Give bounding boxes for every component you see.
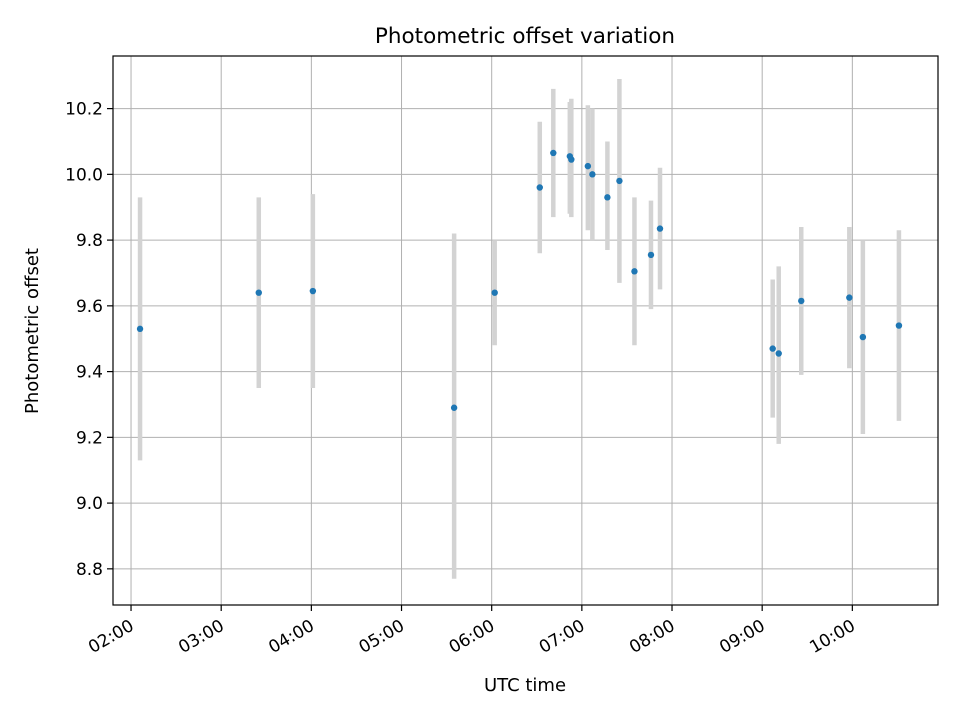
- y-tick-label-0: 8.8: [76, 560, 103, 580]
- y-axis-ticks: 8.8 9.0 9.2 9.4 9.6 9.8 10.0 10.2: [65, 100, 113, 580]
- data-point-17: [775, 350, 782, 357]
- data-point-19: [846, 294, 853, 301]
- plot-frame: [112, 55, 939, 606]
- data-point-11: [604, 194, 611, 201]
- y-tick-label-4: 9.6: [76, 297, 103, 317]
- y-tick-label-6: 10.0: [65, 165, 103, 185]
- data-point-3: [450, 404, 458, 411]
- y-axis-label: Photometric offset: [22, 248, 43, 414]
- data-point-20: [859, 333, 867, 341]
- data-point-2: [309, 287, 317, 295]
- y-tick-label-7: 10.2: [65, 100, 103, 120]
- y-tick-label-3: 9.4: [76, 363, 103, 383]
- data-point-15: [656, 225, 664, 232]
- data-point-5: [536, 184, 543, 191]
- data-point-1: [255, 289, 262, 296]
- data-point-8: [566, 153, 574, 160]
- y-tick-label-5: 9.8: [76, 231, 103, 251]
- chart-title: Photometric offset variation: [375, 24, 675, 49]
- data-point-4: [491, 289, 498, 296]
- data-point-12: [616, 177, 623, 185]
- data-points: [136, 149, 903, 411]
- data-point-18: [798, 297, 805, 305]
- y-tick-label-1: 9.0: [76, 494, 103, 514]
- y-tick-label-2: 9.2: [76, 428, 103, 448]
- data-point-13: [631, 268, 638, 275]
- data-point-9: [584, 162, 592, 170]
- data-point-21: [895, 322, 903, 329]
- data-point-14: [647, 251, 655, 259]
- data-point-16: [769, 345, 776, 352]
- data-point-6: [550, 149, 557, 157]
- data-point-10: [589, 171, 596, 178]
- data-point-0: [136, 325, 144, 333]
- x-axis-label: UTC time: [484, 675, 566, 696]
